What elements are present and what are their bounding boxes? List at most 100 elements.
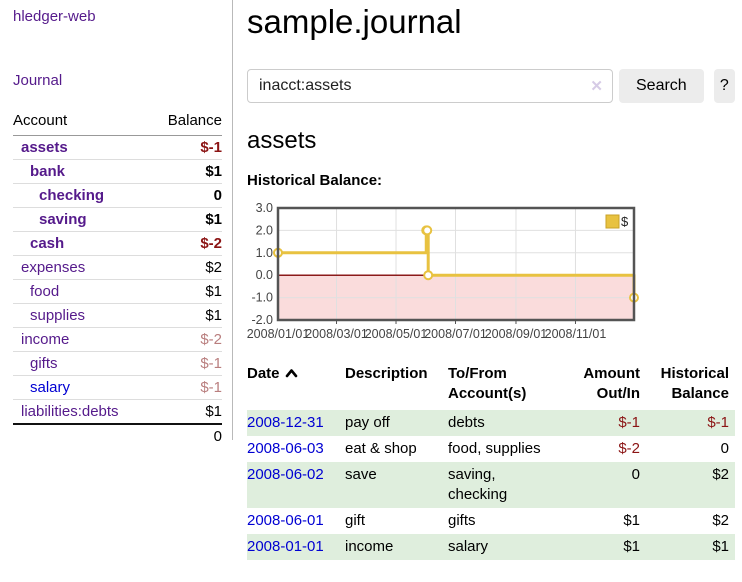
register-col-amount-out-in: Amount Out/In [560, 362, 648, 410]
sidebar-account-link[interactable]: income [21, 331, 70, 348]
transaction-date-link[interactable]: 2008-12-31 [247, 414, 324, 431]
search-button[interactable]: Search [619, 69, 704, 103]
svg-text:2008/03/01: 2008/03/01 [305, 327, 368, 341]
legend-swatch [605, 214, 620, 229]
sidebar-account-link[interactable]: salary [30, 379, 71, 396]
sidebar-account-balance: $1 [151, 207, 222, 232]
accounts-total-value: 0 [151, 423, 222, 448]
transaction-accounts: debts [448, 414, 485, 431]
accounts-col-account: Account [13, 110, 152, 136]
register-row: 2008-06-03 eat & shop food, supplies $-2 0 [247, 436, 735, 462]
transaction-accounts: food, supplies [448, 440, 541, 457]
register-col-label: Amount Out/In [583, 365, 640, 402]
transaction-balance: $2 [712, 466, 729, 483]
sidebar-account-link[interactable]: expenses [21, 259, 86, 276]
svg-text:0.0: 0.0 [256, 268, 273, 282]
sidebar-account-link[interactable]: assets [21, 139, 68, 156]
transaction-date-link[interactable]: 2008-06-01 [247, 512, 324, 529]
register-row: 2008-12-31 pay off debts $-1 $-1 [247, 410, 735, 436]
legend-label: $ [621, 214, 629, 229]
transaction-amount: $1 [623, 538, 640, 555]
historical-balance-chart[interactable]: 3.0 2.0 1.0 0.0 -1.0 -2.0 2008/01/01 2008/03/01… [247, 203, 667, 345]
register-col-label: Description [345, 365, 428, 382]
accounts-table: Account Balance assets $-1 bank $1 checking 0… [13, 110, 222, 448]
accounts-total-spacer [13, 423, 152, 448]
sidebar-account-link[interactable]: gifts [30, 355, 58, 372]
data-point-marker [422, 225, 433, 236]
transaction-date-link[interactable]: 2008-06-02 [247, 466, 324, 483]
sidebar-account-balance: $-2 [151, 327, 222, 352]
sidebar-account-balance: $-1 [151, 351, 222, 376]
account-row: food $1 [13, 279, 222, 304]
transaction-date-link[interactable]: 2008-01-01 [247, 538, 324, 555]
sidebar-account-balance: $1 [151, 159, 222, 184]
transaction-description: save [345, 466, 377, 483]
transaction-balance: $-1 [707, 414, 729, 431]
register-col-label: Historical Balance [660, 365, 729, 402]
accounts-total-row: 0 [13, 423, 222, 448]
sort-asc-icon [285, 369, 297, 378]
svg-text:2008/09/01: 2008/09/01 [485, 327, 548, 341]
transaction-accounts: saving, checking [448, 466, 508, 503]
sidebar-account-balance: $-1 [200, 139, 222, 156]
svg-text:2008/05/01: 2008/05/01 [365, 327, 428, 341]
transaction-amount: 0 [631, 466, 640, 483]
accounts-header-row: Account Balance [13, 110, 222, 136]
account-row: salary $-1 [13, 375, 222, 400]
sidebar-account-link[interactable]: food [30, 283, 60, 300]
register-col-date[interactable]: Date [247, 362, 345, 410]
account-row: cash $-2 [13, 231, 222, 256]
register-col-to-from-account-s-: To/From Account(s) [448, 362, 560, 410]
account-row: gifts $-1 [13, 351, 222, 376]
transaction-amount: $-2 [618, 440, 640, 457]
account-row: assets $-1 [13, 136, 222, 160]
sidebar-account-link[interactable]: checking [39, 187, 105, 204]
register-table: Date Description To/From Account(s) Amount … [247, 362, 735, 560]
svg-text:2008/11/01: 2008/11/01 [545, 327, 607, 341]
accounts-col-balance: Balance [151, 110, 222, 136]
sidebar-account-link[interactable]: saving [39, 211, 87, 228]
svg-text:2008/07/01: 2008/07/01 [424, 327, 487, 341]
account-heading: assets [247, 127, 317, 154]
search-input[interactable] [247, 69, 613, 103]
svg-text:2.0: 2.0 [256, 223, 273, 237]
sidebar-account-balance: $1 [151, 399, 222, 424]
help-button[interactable]: ? [713, 69, 735, 103]
transaction-description: pay off [345, 414, 390, 431]
account-row: bank $1 [13, 159, 222, 184]
account-row: liabilities:debts $1 [13, 399, 222, 424]
transaction-accounts: gifts [448, 512, 476, 529]
register-row: 2008-06-02 save saving, checking 0 $2 [247, 462, 735, 508]
transaction-balance: $2 [712, 512, 729, 529]
transaction-date-link[interactable]: 2008-06-03 [247, 440, 324, 457]
sidebar-account-link[interactable]: bank [30, 163, 66, 180]
register-col-label: Date [247, 365, 280, 382]
account-row: supplies $1 [13, 303, 222, 328]
main-content: sample.journal ✕ Search ? assets Histori… [247, 0, 735, 560]
transaction-amount: $1 [623, 512, 640, 529]
register-col-historical-balance: Historical Balance [648, 362, 735, 410]
transaction-balance: 0 [720, 440, 729, 457]
brand-link[interactable]: hledger-web [13, 8, 96, 25]
transaction-accounts: salary [448, 538, 489, 555]
sidebar-account-link[interactable]: liabilities:debts [21, 403, 119, 420]
search-box: ✕ [247, 69, 613, 103]
nav-journal-link[interactable]: Journal [13, 72, 63, 89]
sidebar-account-balance: $1 [151, 279, 222, 304]
page-title: sample.journal [247, 3, 462, 40]
svg-text:1.0: 1.0 [256, 246, 273, 260]
transaction-amount: $-1 [618, 414, 640, 431]
chart-canvas: 3.0 2.0 1.0 0.0 -1.0 -2.02008/01/012008/03/01… [247, 203, 639, 341]
sidebar-account-link[interactable]: supplies [30, 307, 86, 324]
chart-title: Historical Balance: [247, 172, 383, 189]
register-header-row: Date Description To/From Account(s) Amount … [247, 362, 735, 410]
svg-text:3.0: 3.0 [256, 203, 273, 215]
transaction-description: eat & shop [345, 440, 417, 457]
svg-text:-1.0: -1.0 [251, 291, 273, 305]
svg-text:-2.0: -2.0 [251, 313, 273, 327]
transaction-balance: $1 [712, 538, 729, 555]
sidebar-account-link[interactable]: cash [30, 235, 65, 252]
clear-search-icon[interactable]: ✕ [590, 78, 603, 95]
register-row: 2008-01-01 income salary $1 $1 [247, 534, 735, 560]
account-row: checking 0 [13, 183, 222, 208]
